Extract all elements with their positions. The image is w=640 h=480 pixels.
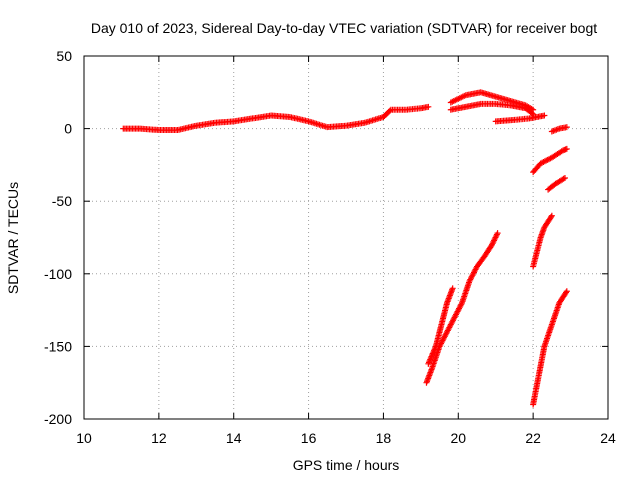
data-point (541, 112, 548, 119)
series-arc-22-minus30 (530, 145, 570, 176)
series-arc-19-left (423, 230, 501, 386)
x-axis-label: GPS time / hours (293, 457, 400, 473)
x-tick-label: 24 (600, 430, 616, 446)
series-arc-upper-20 (447, 89, 537, 113)
data-point (494, 230, 501, 237)
plot-frame (83, 55, 609, 420)
x-tick-label: 20 (450, 430, 466, 446)
y-tick-label: -150 (44, 338, 72, 354)
x-tick-label: 18 (376, 430, 392, 446)
y-axis-label: SDTVAR / TECUs (5, 182, 21, 294)
series-arc-22-zero (548, 124, 570, 135)
series-main-arc (120, 103, 432, 134)
x-tick-label: 14 (226, 430, 242, 446)
y-tick-label: -200 (44, 411, 72, 427)
x-tick-label: 12 (151, 430, 167, 446)
y-tick-label: -50 (52, 193, 72, 209)
series-arc-19-right (425, 285, 456, 367)
y-tick-label: 0 (64, 121, 72, 137)
data-point (563, 288, 570, 295)
data-point (386, 107, 393, 114)
points-layer (120, 89, 570, 408)
tick-layer: 10 12 14 16 18 20 22 24 50 0 -50 -100 -150 -200 (44, 48, 616, 446)
series-arc-22-minus40 (545, 174, 568, 193)
series-arc-22-steep-mid (530, 212, 555, 270)
series-arc-22-steep-low (530, 288, 570, 408)
y-tick-label: 50 (56, 48, 72, 64)
data-point (562, 289, 569, 296)
data-point (560, 175, 567, 182)
data-point (548, 212, 555, 219)
data-point (530, 111, 537, 118)
series-arc-22-flat (492, 112, 548, 125)
x-tick-label: 16 (301, 430, 317, 446)
data-point (563, 145, 570, 152)
chart-title: Day 010 of 2023, Sidereal Day-to-day VTE… (91, 20, 597, 36)
data-point (449, 285, 456, 292)
x-tick-label: 22 (525, 430, 541, 446)
data-point (548, 214, 555, 221)
x-tick-label: 10 (76, 430, 92, 446)
data-point (425, 103, 432, 110)
y-tick-label: -100 (44, 266, 72, 282)
data-point (563, 124, 570, 131)
data-point (561, 174, 568, 181)
series-arc-lower-20 (447, 100, 537, 118)
